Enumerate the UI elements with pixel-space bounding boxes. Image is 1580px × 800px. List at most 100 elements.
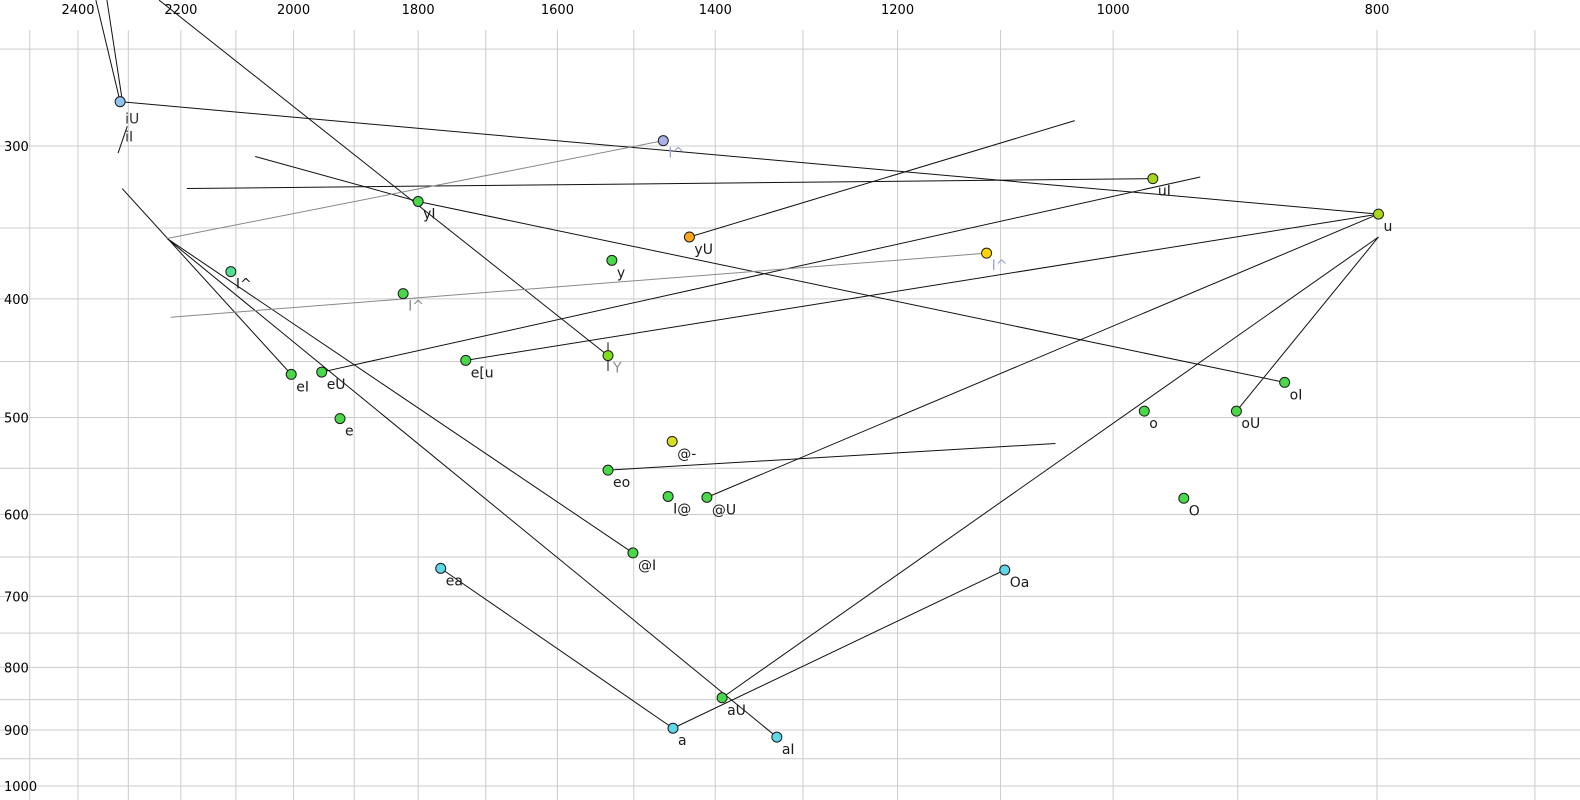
vowel-label: yU [694, 242, 713, 258]
y-axis-tick-label: 700 [4, 590, 29, 605]
vowel-label: Oa [1010, 575, 1030, 591]
trajectory-line-to-Y [158, 0, 609, 356]
x-axis-tick-label: 800 [1365, 3, 1390, 18]
vowel-label: iU [125, 112, 139, 128]
vowel-label: eo [613, 475, 630, 491]
vowel-point-oI[interactable] [1279, 376, 1291, 388]
vowel-point-@U[interactable] [701, 491, 713, 503]
vowel-point-aI[interactable] [771, 731, 783, 743]
vowel-point-I^[interactable] [981, 247, 993, 259]
trajectory-line-iU [120, 101, 1379, 215]
trajectory-line-ea [440, 567, 674, 729]
vowel-label: ea [446, 573, 463, 589]
vowel-label: aI [782, 742, 795, 758]
vowel-label: eU [327, 377, 346, 393]
vowel-point-uI[interactable] [1147, 173, 1159, 185]
trajectory-line-yU [689, 120, 1075, 238]
vowel-label: y [617, 265, 625, 281]
vowel-label: O [1189, 503, 1200, 519]
vowel-label: I^ [668, 146, 684, 162]
vowel-point-I^[interactable] [397, 288, 409, 300]
trajectory-line-e[u [465, 213, 1379, 361]
vowel-point-u[interactable] [1372, 208, 1384, 220]
vowel-label: uI [1158, 184, 1171, 200]
vowel-label: o [1149, 416, 1158, 432]
trajectory-line-I-caret-gray-1 [166, 140, 664, 239]
trajectory-line-yI [255, 156, 419, 202]
y-axis-tick-label: 400 [4, 293, 29, 308]
y-axis-tick-label: 900 [4, 724, 29, 739]
x-axis-tick-label: 2200 [164, 3, 197, 18]
trajectory-line-I-caret-gray-2 [170, 252, 987, 318]
vowel-point-e[interactable] [334, 413, 346, 425]
vowel-label: I^ [408, 299, 424, 315]
vowel-point-I^[interactable] [225, 266, 237, 278]
vowel-label: I@ [673, 501, 691, 517]
x-axis-tick-label: 1800 [402, 3, 435, 18]
vowel-label: @I [638, 558, 656, 574]
vowel-label: @U [712, 502, 736, 518]
vowel-point-ea[interactable] [435, 562, 447, 574]
vowel-label: @- [677, 446, 696, 462]
vowel-label: u [1383, 219, 1392, 235]
vowel-point-eo[interactable] [602, 464, 614, 476]
vowel-label: a [678, 733, 687, 749]
trajectory-line-aI [166, 238, 778, 738]
vowel-label: e [345, 424, 354, 440]
vowel-label: oU [1241, 416, 1260, 432]
vowel-point-y[interactable] [606, 254, 618, 266]
vowel-label: Y [612, 361, 622, 377]
vowel-point-@I[interactable] [627, 547, 639, 559]
x-axis-tick-label: 1200 [881, 3, 914, 18]
trajectory-line-oI [418, 200, 1285, 383]
vowel-label: e[u [471, 365, 494, 381]
vowel-point-e[u[interactable] [460, 354, 472, 366]
vowel-label: I^ [992, 258, 1008, 274]
vowel-label: eI [296, 379, 309, 395]
trajectory-line-@U [706, 213, 1379, 498]
x-axis-tick-label: 1000 [1097, 3, 1130, 18]
trajectory-line-i-upper-b [106, 0, 123, 100]
trajectory-line-uI [186, 178, 1153, 190]
y-axis-tick-label: 800 [4, 661, 29, 676]
y-axis-tick-label: 500 [4, 412, 29, 427]
x-axis-tick-label: 1600 [541, 3, 574, 18]
trajectory-line-eI [121, 188, 292, 375]
trajectory-line-i-upper-a [95, 0, 121, 102]
vowel-label: I^ [236, 277, 252, 293]
vowel-point-iU[interactable] [114, 96, 126, 108]
vowel-point-a[interactable] [667, 722, 679, 734]
trajectory-line-i-stroke [117, 125, 128, 154]
y-axis-tick-label: 1000 [4, 780, 37, 795]
x-axis-tick-label: 1400 [699, 3, 732, 18]
x-axis-tick-label: 2400 [61, 3, 94, 18]
vowel-point-yI[interactable] [412, 195, 424, 207]
vowel-point-aU[interactable] [716, 692, 728, 704]
vowel-point-eU[interactable] [316, 366, 328, 378]
trajectory-line-aU [721, 236, 1379, 699]
trajectory-line-eo [607, 442, 1056, 471]
vowel-point-oU[interactable] [1230, 405, 1242, 417]
vowel-point-o[interactable] [1138, 405, 1150, 417]
trajectory-line-Oa [672, 569, 1005, 729]
trajectory-line-eU [321, 176, 1201, 373]
trajectory-line-@I [166, 238, 634, 554]
vowel-label: aU [727, 703, 746, 719]
y-axis-tick-label: 300 [4, 140, 29, 155]
vowel-point-yU[interactable] [683, 231, 695, 243]
vowel-point-Oa[interactable] [999, 564, 1011, 576]
y-axis-tick-label: 600 [4, 508, 29, 523]
vowel-point-@-[interactable] [666, 435, 678, 447]
vowel-label: iI [125, 130, 133, 146]
vowel-label: yI [423, 206, 435, 222]
vowel-point-O[interactable] [1178, 492, 1190, 504]
vowel-point-eI[interactable] [285, 368, 297, 380]
x-axis-tick-label: 2000 [277, 3, 310, 18]
trajectory-line-oU [1236, 236, 1379, 412]
vowel-point-I^[interactable] [657, 135, 669, 147]
vowel-point-Y[interactable] [602, 350, 614, 362]
vowel-point-I@[interactable] [662, 490, 674, 502]
vowel-label: oI [1290, 387, 1303, 403]
